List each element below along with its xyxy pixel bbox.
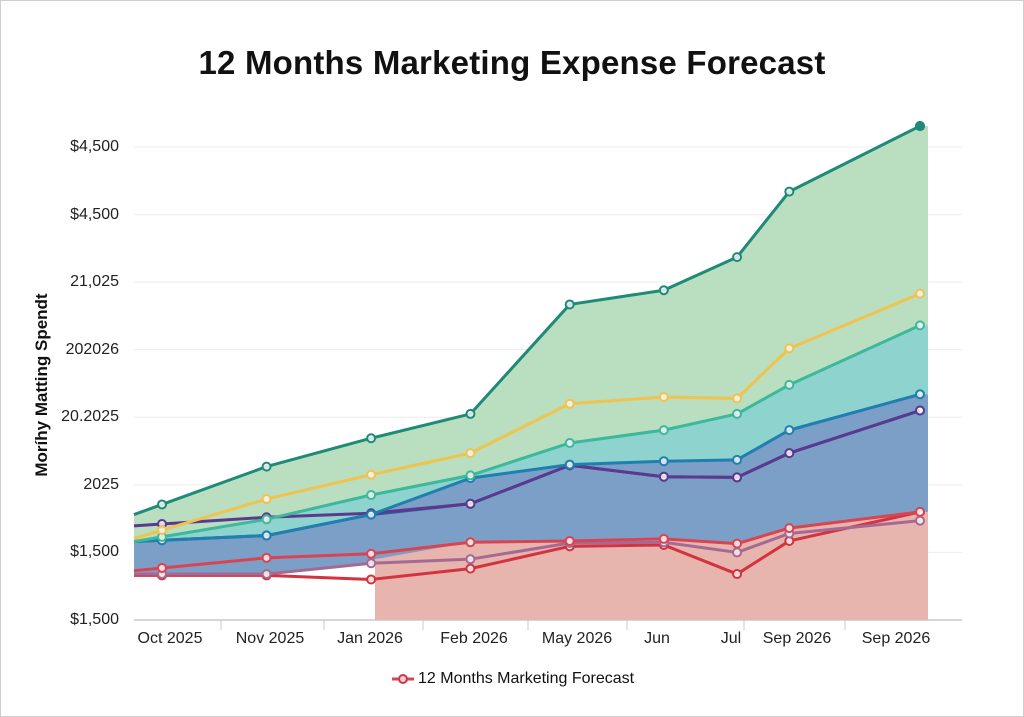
x-tick-label: Sep 2026	[861, 630, 931, 647]
data-point	[465, 470, 476, 481]
x-tick-label: Nov 2025	[235, 630, 305, 647]
y-tick-label: $1,500	[70, 543, 119, 561]
data-point	[784, 186, 795, 197]
data-point	[465, 563, 476, 574]
data-point	[658, 533, 669, 544]
data-point	[465, 498, 476, 509]
data-point	[465, 448, 476, 459]
data-point	[465, 537, 476, 548]
data-point	[658, 425, 669, 436]
area-series-1	[134, 126, 928, 542]
data-point	[366, 433, 377, 444]
data-point	[564, 535, 575, 546]
series-line-4	[133, 392, 921, 544]
data-point	[784, 523, 795, 534]
data-point	[366, 469, 377, 480]
data-point	[564, 398, 575, 409]
y-tick-label: $1,500	[70, 611, 119, 628]
chart-title: 12 Months Marketing Expense Forecast	[198, 44, 826, 81]
series-line-7	[133, 510, 921, 573]
data-point	[564, 299, 575, 310]
x-tick-label: Feb 2026	[440, 630, 508, 647]
data-point	[366, 548, 377, 559]
data-point	[915, 515, 925, 526]
y-tick-label: 2025	[83, 475, 119, 493]
data-point	[732, 538, 743, 549]
y-tick-label: 20.2025	[61, 408, 119, 426]
data-point	[564, 459, 575, 470]
data-point	[732, 547, 743, 558]
series-line-3	[133, 324, 921, 544]
data-point	[915, 320, 925, 331]
data-point	[732, 408, 743, 419]
series-line-1	[133, 124, 921, 516]
y-tick-label: 202026	[65, 340, 119, 358]
y-tick-label: 21,025	[70, 273, 119, 291]
data-point	[915, 121, 925, 132]
data-point	[261, 461, 272, 472]
data-point	[915, 506, 925, 517]
area-series-3	[134, 325, 928, 542]
data-point	[564, 437, 575, 448]
data-point	[732, 472, 743, 483]
data-point	[784, 448, 795, 459]
data-point	[366, 574, 377, 585]
data-point	[366, 558, 377, 569]
data-point	[784, 343, 795, 354]
data-point	[465, 554, 476, 565]
y-tick-label: $4,500	[70, 138, 119, 155]
data-point	[784, 425, 795, 436]
x-tick-label: Jan 2026	[337, 630, 403, 647]
legend: 12 Months Marketing Forecast	[390, 670, 634, 688]
area-series-4	[134, 394, 928, 575]
legend-marker-icon	[392, 674, 414, 684]
y-tick-label: $4,500	[70, 205, 119, 223]
data-point	[784, 379, 795, 390]
data-point	[915, 389, 925, 400]
data-point	[658, 285, 669, 296]
series-line-8	[134, 519, 921, 576]
legend-entry: 12 Months Marketing Forecast	[418, 670, 635, 687]
data-point	[157, 499, 167, 510]
data-point	[915, 288, 925, 299]
data-point	[915, 405, 925, 416]
data-point	[658, 392, 669, 403]
series-line-5	[133, 409, 921, 528]
data-point	[261, 552, 272, 563]
data-point	[658, 471, 669, 482]
data-point	[157, 525, 167, 536]
data-point	[261, 530, 272, 541]
data-point	[366, 509, 377, 520]
series-line-2	[133, 292, 921, 540]
data-point	[157, 562, 167, 573]
x-tick-label: May 2026	[541, 630, 613, 647]
x-tick-label: Sep 2026	[762, 630, 832, 647]
data-point	[366, 489, 377, 500]
x-tick-label: Jun	[644, 630, 670, 647]
data-point	[658, 456, 669, 467]
data-point	[465, 408, 476, 419]
x-tick-label: Jul	[720, 630, 742, 647]
data-point	[732, 393, 743, 404]
data-point	[732, 569, 743, 580]
data-point	[732, 252, 743, 263]
data-point	[261, 569, 272, 580]
x-tick-label: Oct 2025	[137, 630, 203, 647]
data-point	[261, 494, 272, 505]
data-point	[732, 454, 743, 465]
data-point	[261, 514, 272, 525]
